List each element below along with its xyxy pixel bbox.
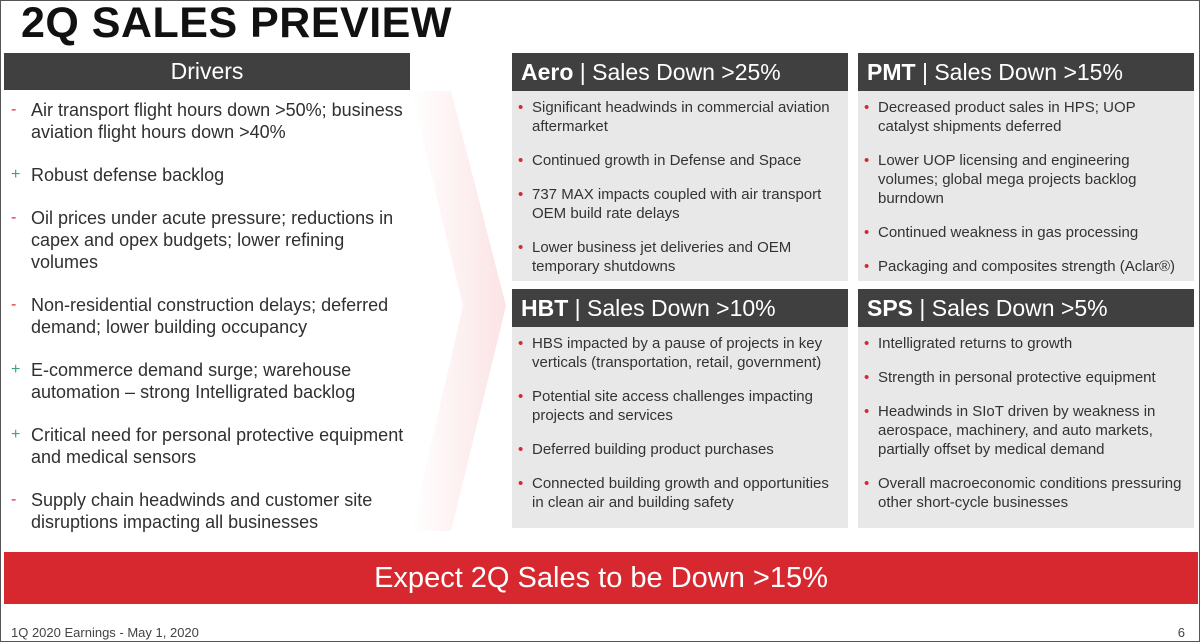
bullet-icon: • — [864, 369, 870, 386]
segment-header: HBT | Sales Down >10% — [512, 289, 848, 327]
driver-text: Oil prices under acute pressure; reducti… — [31, 208, 394, 272]
bullet-icon: • — [518, 186, 524, 203]
segment-panel-sps: SPS | Sales Down >5% • Intelligrated retur… — [858, 289, 1194, 528]
bullet-text: Lower business jet deliveries and OEM te… — [532, 239, 792, 275]
driver-text: Critical need for personal protective eq… — [31, 425, 404, 467]
bullet-text: Strength in personal protective equipmen… — [878, 369, 1156, 386]
segment-bullet: • HBS impacted by a pause of projects in … — [518, 334, 840, 372]
driver-text: Supply chain headwinds and customer site… — [31, 490, 373, 532]
segment-status: Sales Down >15% — [934, 59, 1123, 85]
bullet-text: Overall macroeconomic conditions pressur… — [878, 475, 1182, 511]
segment-name: Aero — [521, 59, 574, 85]
segment-header: Aero | Sales Down >25% — [512, 53, 848, 91]
segment-name: HBT — [521, 295, 569, 321]
bullet-icon: • — [864, 258, 870, 275]
segment-bullet: • Overall macroeconomic conditions pressu… — [864, 474, 1186, 512]
driver-item: - Non-residential construction delays; de… — [11, 294, 411, 338]
segment-bullet: • Lower business jet deliveries and OEM t… — [518, 238, 840, 276]
minus-icon: - — [11, 209, 17, 226]
segment-bullet: • Intelligrated returns to growth — [864, 334, 1186, 353]
segment-bullet: • Connected building growth and opportuni… — [518, 474, 840, 512]
chevron-arrow-decoration — [411, 91, 506, 531]
bullet-icon: • — [864, 403, 870, 420]
segment-bullet: • Strength in personal protective equipme… — [864, 368, 1186, 387]
segment-panel-pmt: PMT | Sales Down >15% • Decreased product … — [858, 53, 1194, 281]
bullet-icon: • — [518, 475, 524, 492]
plus-icon: + — [11, 426, 21, 443]
segment-status: Sales Down >25% — [592, 59, 781, 85]
footer-text: 1Q 2020 Earnings - May 1, 2020 — [11, 625, 199, 640]
segment-panel-aero: Aero | Sales Down >25% • Significant headw… — [512, 53, 848, 281]
driver-item: + Critical need for personal protective e… — [11, 424, 411, 468]
driver-text: Non-residential construction delays; def… — [31, 295, 389, 337]
bullet-text: Intelligrated returns to growth — [878, 335, 1073, 352]
bullet-icon: • — [518, 335, 524, 352]
driver-item: - Air transport flight hours down >50%; b… — [11, 99, 411, 143]
minus-icon: - — [11, 296, 17, 313]
plus-icon: + — [11, 361, 21, 378]
segment-status: Sales Down >5% — [931, 295, 1108, 321]
segment-bullet: • Continued weakness in gas processing — [864, 223, 1186, 242]
segment-bullet: • Packaging and composites strength (Acla… — [864, 257, 1186, 276]
segment-bullet: • Headwinds in SIoT driven by weakness in… — [864, 402, 1186, 459]
bullet-text: Continued growth in Defense and Space — [532, 152, 802, 169]
bullet-icon: • — [864, 99, 870, 116]
bullet-text: Connected building growth and opportunit… — [532, 475, 829, 511]
bullet-icon: • — [864, 224, 870, 241]
bullet-icon: • — [864, 475, 870, 492]
sales-outlook-banner: Expect 2Q Sales to be Down >15% — [4, 552, 1198, 604]
minus-icon: - — [11, 491, 17, 508]
driver-text: Air transport flight hours down >50%; bu… — [31, 100, 403, 142]
driver-item: + Robust defense backlog — [11, 164, 411, 186]
bullet-icon: • — [518, 388, 524, 405]
drivers-list: - Air transport flight hours down >50%; b… — [11, 99, 411, 554]
driver-item: - Oil prices under acute pressure; reduct… — [11, 207, 411, 273]
separator: | — [568, 295, 588, 321]
separator: | — [913, 295, 932, 321]
segment-name: PMT — [867, 59, 916, 85]
minus-icon: - — [11, 101, 17, 118]
separator: | — [573, 59, 593, 85]
driver-text: Robust defense backlog — [31, 165, 225, 185]
plus-icon: + — [11, 166, 21, 183]
segment-bullet: • Decreased product sales in HPS; UOP cat… — [864, 98, 1186, 136]
bullet-text: Headwinds in SIoT driven by weakness in … — [878, 403, 1156, 458]
drivers-header: Drivers — [4, 53, 410, 90]
driver-text: E-commerce demand surge; warehouse autom… — [31, 360, 356, 402]
bullet-text: Packaging and composites strength (Aclar… — [878, 258, 1176, 275]
page-number: 6 — [1177, 625, 1185, 640]
bullet-text: Deferred building product purchases — [532, 441, 774, 458]
slide-title: 2Q SALES PREVIEW — [21, 0, 452, 47]
bullet-icon: • — [864, 335, 870, 352]
bullet-icon: • — [518, 239, 524, 256]
bullet-text: HBS impacted by a pause of projects in k… — [532, 335, 823, 371]
bullet-icon: • — [518, 152, 524, 169]
segment-bullet: • Lower UOP licensing and engineering vol… — [864, 151, 1186, 208]
segment-header: PMT | Sales Down >15% — [858, 53, 1194, 91]
segment-bullet: • 737 MAX impacts coupled with air transp… — [518, 185, 840, 223]
segment-panel-hbt: HBT | Sales Down >10% • HBS impacted by a … — [512, 289, 848, 528]
bullet-icon: • — [518, 441, 524, 458]
separator: | — [915, 59, 935, 85]
bullet-icon: • — [518, 99, 524, 116]
bullet-text: Continued weakness in gas processing — [878, 224, 1139, 241]
bullet-text: Decreased product sales in HPS; UOP cata… — [878, 99, 1136, 135]
driver-item: - Supply chain headwinds and customer sit… — [11, 489, 411, 533]
bullet-text: Lower UOP licensing and engineering volu… — [878, 152, 1137, 207]
bullet-icon: • — [864, 152, 870, 169]
segment-bullet: • Continued growth in Defense and Space — [518, 151, 840, 170]
segment-status: Sales Down >10% — [587, 295, 776, 321]
segment-header: SPS | Sales Down >5% — [858, 289, 1194, 327]
segment-bullet: • Potential site access challenges impact… — [518, 387, 840, 425]
bullet-text: Significant headwinds in commercial avia… — [532, 99, 830, 135]
bullet-text: 737 MAX impacts coupled with air transpo… — [532, 186, 822, 222]
bullet-text: Potential site access challenges impacti… — [532, 388, 813, 424]
segment-name: SPS — [867, 295, 914, 321]
segment-bullet: • Significant headwinds in commercial avi… — [518, 98, 840, 136]
segment-bullet: • Deferred building product purchases — [518, 440, 840, 459]
driver-item: + E-commerce demand surge; warehouse auto… — [11, 359, 411, 403]
